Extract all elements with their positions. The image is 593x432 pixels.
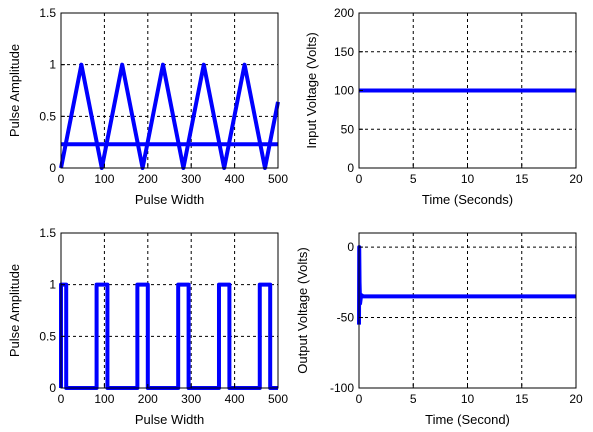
y-tick-label-bottom-right-0: -100 xyxy=(330,381,354,395)
x-tick-label-top-left-2: 200 xyxy=(138,172,158,186)
x-axis-label-bottom-left: Pulse Width xyxy=(135,412,204,427)
x-tick-label-bottom-right-4: 20 xyxy=(569,392,583,406)
y-tick-label-top-left-2: 1 xyxy=(49,58,56,72)
x-tick-label-bottom-right-3: 15 xyxy=(515,392,529,406)
plot-frame-top-left xyxy=(60,12,279,169)
y-tick-label-top-right-4: 200 xyxy=(334,6,354,20)
x-tick-label-top-left-4: 400 xyxy=(225,172,245,186)
y-tick-label-bottom-right-2: 0 xyxy=(347,240,354,254)
y-tick-label-top-left-0: 0 xyxy=(49,161,56,175)
x-tick-label-bottom-left-3: 300 xyxy=(181,392,201,406)
y-tick-label-bottom-left-0: 0 xyxy=(49,381,56,395)
y-tick-label-bottom-left-2: 1 xyxy=(49,278,56,292)
y-tick-label-top-right-1: 50 xyxy=(341,122,355,136)
y-tick-label-bottom-right-1: -50 xyxy=(337,311,355,325)
x-tick-label-top-right-3: 15 xyxy=(515,172,529,186)
x-tick-label-top-left-0: 0 xyxy=(58,172,65,186)
y-tick-label-top-right-3: 150 xyxy=(334,45,354,59)
plot-frame-bottom-left xyxy=(60,232,279,389)
x-tick-label-bottom-right-2: 10 xyxy=(461,392,475,406)
y-axis-label-bottom-left: Pulse Amplitude xyxy=(7,264,22,357)
grid-top-left xyxy=(61,13,278,168)
ticks-bottom-left: 0 100 200 300 400 500 0 0.5 1 1.5 xyxy=(39,226,288,406)
x-tick-label-bottom-right-1: 5 xyxy=(410,392,417,406)
x-tick-label-bottom-left-1: 100 xyxy=(94,392,114,406)
y-tick-label-top-right-0: 0 xyxy=(347,161,354,175)
y-axis-label-top-left: Pulse Amplitude xyxy=(7,44,22,137)
x-tick-label-top-right-2: 10 xyxy=(461,172,475,186)
x-tick-label-bottom-right-0: 0 xyxy=(356,392,363,406)
x-tick-label-top-right-1: 5 xyxy=(410,172,417,186)
grid-bottom-right xyxy=(359,233,576,388)
x-tick-label-top-left-5: 500 xyxy=(268,172,288,186)
x-tick-label-top-left-1: 100 xyxy=(94,172,114,186)
x-axis-label-top-right: Time (Seconds) xyxy=(422,192,513,207)
x-axis-label-bottom-right: Time (Second) xyxy=(425,412,510,427)
y-tick-label-top-left-1: 0.5 xyxy=(39,109,56,123)
y-axis-label-bottom-right: Output Voltage (Volts) xyxy=(295,247,310,373)
subplot-bottom-left: 0 100 200 300 400 500 0 0.5 1 1.5 Pulse Width Pul… xyxy=(7,226,288,427)
x-axis-label-top-left: Pulse Width xyxy=(135,192,204,207)
x-tick-label-bottom-left-4: 400 xyxy=(225,392,245,406)
subplot-top-left: 0 100 200 300 400 500 0 0.5 1 1.5 Pulse Width Pul… xyxy=(7,6,288,207)
subplot-bottom-right: 0 5 10 15 20 -100 -50 0 Time (Second) Output Vo… xyxy=(295,232,583,427)
y-axis-label-top-right: Input Voltage (Volts) xyxy=(304,32,319,148)
x-tick-label-bottom-left-5: 500 xyxy=(268,392,288,406)
x-tick-label-top-right-0: 0 xyxy=(356,172,363,186)
x-tick-label-bottom-left-2: 200 xyxy=(138,392,158,406)
series-line-top-left-triangle-wave-0 xyxy=(59,62,280,170)
ticks-top-left: 0 100 200 300 400 500 0 0.5 1 1.5 xyxy=(39,6,288,186)
ticks-bottom-right: 0 5 10 15 20 -100 -50 0 xyxy=(330,240,583,406)
series-top-left xyxy=(59,62,280,170)
y-tick-label-bottom-left-1: 0.5 xyxy=(39,329,56,343)
x-tick-label-bottom-left-0: 0 xyxy=(58,392,65,406)
y-tick-label-top-right-2: 100 xyxy=(334,84,354,98)
y-tick-label-top-left-3: 1.5 xyxy=(39,6,56,20)
x-tick-label-top-left-3: 300 xyxy=(181,172,201,186)
x-tick-label-top-right-4: 20 xyxy=(569,172,583,186)
y-tick-label-bottom-left-3: 1.5 xyxy=(39,226,56,240)
